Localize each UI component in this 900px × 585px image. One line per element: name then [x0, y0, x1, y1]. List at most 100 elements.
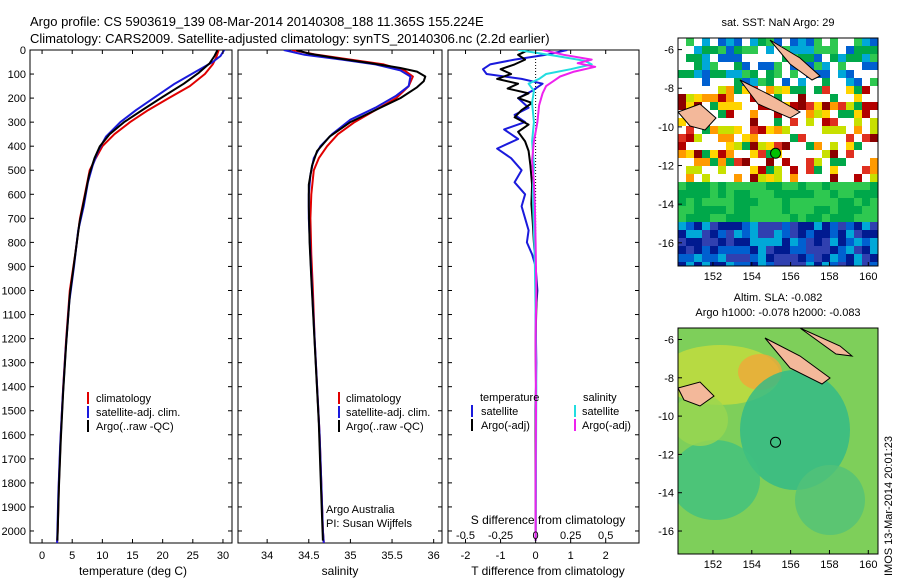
- sst-cell: [782, 38, 790, 46]
- sst-cell: [710, 46, 718, 54]
- sst-cell: [766, 110, 774, 118]
- sst-cell: [814, 150, 822, 158]
- sst-cell: [686, 78, 694, 86]
- legend-label-argo: Argo(..raw -QC): [96, 421, 174, 433]
- sst-cell: [822, 238, 830, 246]
- sst-cell: [806, 54, 814, 62]
- sst-cell: [854, 222, 862, 230]
- sst-cell: [678, 182, 686, 190]
- sst-cell: [854, 54, 862, 62]
- sst-cell: [726, 126, 734, 134]
- sst-cell: [718, 46, 726, 54]
- map-x-tick-label: 158: [820, 271, 838, 283]
- sst-cell: [798, 238, 806, 246]
- sst-cell: [758, 230, 766, 238]
- sst-cell: [798, 126, 806, 134]
- sst-cell: [862, 126, 870, 134]
- map-y-tick-label: -6: [664, 334, 674, 346]
- sst-cell: [678, 230, 686, 238]
- sst-cell: [806, 246, 814, 254]
- sst-cell: [846, 38, 854, 46]
- sst-cell: [718, 110, 726, 118]
- sst-cell: [718, 206, 726, 214]
- sst-cell: [758, 158, 766, 166]
- sst-cell: [822, 206, 830, 214]
- sst-cell: [822, 262, 830, 266]
- sst-cell: [742, 158, 750, 166]
- sst-cell: [838, 78, 846, 86]
- sst-cell: [822, 70, 830, 78]
- sst-cell: [750, 222, 758, 230]
- map-x-tick-label: 160: [859, 271, 877, 283]
- depth-tick-label: 1200: [2, 334, 26, 346]
- map-x-tick-label: 156: [781, 559, 799, 571]
- sst-cell: [726, 62, 734, 70]
- sst-cell: [846, 70, 854, 78]
- x-tick-label: -1: [496, 550, 506, 562]
- sst-cell: [870, 38, 878, 46]
- sst-cell: [726, 206, 734, 214]
- sst-cell: [718, 78, 726, 86]
- sst-cell: [758, 110, 766, 118]
- sst-cell: [798, 262, 806, 266]
- sst-cell: [806, 134, 814, 142]
- sst-cell: [782, 246, 790, 254]
- sst-cell: [750, 38, 758, 46]
- sst-cell: [686, 206, 694, 214]
- map-x-tick-label: 158: [820, 559, 838, 571]
- sst-cell: [790, 70, 798, 78]
- sst-cell: [734, 262, 742, 266]
- sst-cell: [830, 86, 838, 94]
- s-tick-label: 0: [533, 530, 539, 542]
- sst-cell: [838, 246, 846, 254]
- sst-cell: [758, 126, 766, 134]
- sst-cell: [798, 86, 806, 94]
- sst-cell: [838, 38, 846, 46]
- sst-cell: [798, 54, 806, 62]
- header-line-2: Climatology: CARS2009. Satellite-adjuste…: [30, 31, 550, 46]
- sst-cell: [766, 70, 774, 78]
- sst-cell: [798, 198, 806, 206]
- sst-cell: [766, 174, 774, 182]
- sst-cell: [798, 78, 806, 86]
- x-tick-label: 15: [126, 550, 138, 562]
- sst-cell: [806, 166, 814, 174]
- sst-cell: [766, 38, 774, 46]
- x-tick-label: 2: [603, 550, 609, 562]
- sst-cell: [838, 118, 846, 126]
- sst-cell: [798, 222, 806, 230]
- sst-cell: [774, 126, 782, 134]
- sst-cell: [806, 78, 814, 86]
- sst-cell: [758, 38, 766, 46]
- sst-cell: [734, 62, 742, 70]
- sst-cell: [838, 62, 846, 70]
- sst-cell: [814, 142, 822, 150]
- sst-cell: [742, 110, 750, 118]
- sst-cell: [686, 182, 694, 190]
- series-line-t-argo: [496, 50, 538, 541]
- sst-cell: [774, 62, 782, 70]
- depth-tick-label: 2000: [2, 526, 26, 538]
- sst-cell: [766, 262, 774, 266]
- difference-legend: temperature salinity satellite Argo(-adj…: [471, 392, 631, 432]
- sst-cell: [694, 38, 702, 46]
- sst-cell: [846, 102, 854, 110]
- sst-cell: [806, 38, 814, 46]
- sst-cell: [814, 166, 822, 174]
- sst-cell: [814, 158, 822, 166]
- sst-cell: [686, 230, 694, 238]
- sst-cell: [838, 254, 846, 262]
- sst-cell: [734, 230, 742, 238]
- sst-cell: [702, 86, 710, 94]
- sst-cell: [846, 86, 854, 94]
- sst-cell: [798, 158, 806, 166]
- sst-cell: [678, 166, 686, 174]
- sst-cell: [830, 38, 838, 46]
- sst-cell: [854, 214, 862, 222]
- series-line-argo-raw-qc-: [56, 50, 219, 541]
- sst-cell: [750, 166, 758, 174]
- sst-cell: [830, 174, 838, 182]
- sst-cell: [726, 70, 734, 78]
- sst-cell: [750, 150, 758, 158]
